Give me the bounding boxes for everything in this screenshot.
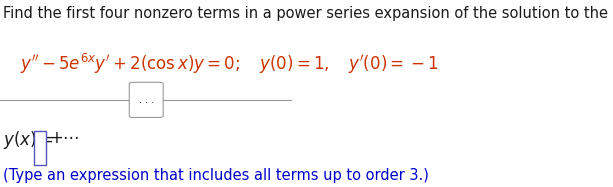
Text: $+ \cdots$: $+ \cdots$	[49, 129, 80, 148]
FancyBboxPatch shape	[129, 82, 163, 117]
Text: $y(x) =$: $y(x) =$	[3, 129, 53, 151]
Text: . . .: . . .	[139, 95, 154, 105]
Text: $y'' - 5e^{6x}y' + 2(\cos x)y = 0;\quad y(0) = 1,\quad y'(0) = -1$: $y'' - 5e^{6x}y' + 2(\cos x)y = 0;\quad …	[20, 52, 439, 76]
FancyBboxPatch shape	[34, 131, 46, 165]
Text: Find the first four nonzero terms in a power series expansion of the solution to: Find the first four nonzero terms in a p…	[3, 6, 613, 21]
Text: (Type an expression that includes all terms up to order 3.): (Type an expression that includes all te…	[3, 168, 429, 183]
